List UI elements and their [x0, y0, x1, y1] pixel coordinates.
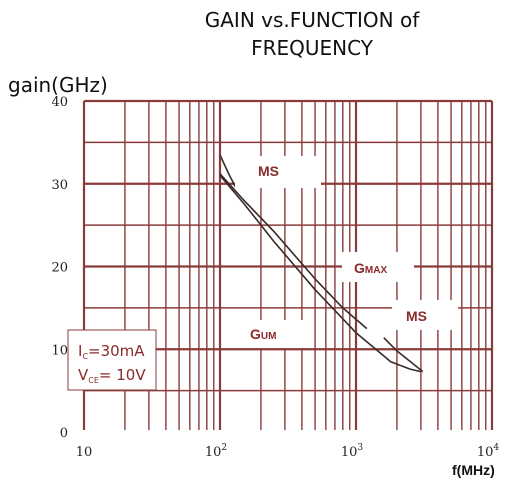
y-tick-label: 10: [51, 343, 68, 358]
curves: [219, 154, 424, 373]
label-gmax-sub: MAX: [365, 265, 388, 276]
x-tick-label: 102: [205, 443, 227, 460]
label-ms-upper-text: MS: [258, 163, 279, 179]
y-tick-label: 30: [51, 178, 68, 193]
chart-title-line2: FREQUENCY: [251, 36, 374, 60]
x-axis-label: f(MHz): [452, 462, 495, 478]
condition-ic: IC=30mA: [78, 342, 145, 361]
condition-ic-sub: C: [82, 352, 88, 361]
conditions-box: IC=30mA VCE= 10V: [67, 329, 157, 391]
label-gum: GUM: [230, 320, 306, 348]
label-ms-lower-text: MS: [406, 308, 427, 324]
y-tick-label: 0: [60, 426, 68, 441]
label-gmax: GMAX: [342, 252, 414, 282]
y-tick-label: 20: [51, 261, 68, 276]
y-axis-label: gain(GHz): [8, 73, 108, 97]
condition-vce: VCE= 10V: [78, 366, 146, 385]
label-ms-upper: MS: [235, 156, 321, 188]
chart-title-line1: GAIN vs.FUNCTION of: [205, 8, 420, 32]
condition-vce-sub: CE: [88, 376, 99, 385]
x-tick-label: 104: [477, 443, 500, 460]
tick-labels: 0 10 20 30 40 10 102 103 104: [51, 95, 499, 460]
series-line-3: [219, 174, 422, 373]
y-tick-label: 40: [51, 95, 68, 110]
label-gum-text: GUM: [250, 326, 276, 342]
label-ms-lower: MS: [392, 300, 458, 330]
label-gum-sub: UM: [261, 331, 277, 342]
series-line-1: [219, 154, 237, 188]
x-tick-label: 10: [76, 445, 93, 460]
series-line-4: [383, 337, 424, 373]
series-line-2: [219, 173, 368, 330]
x-tick-label: 103: [341, 443, 364, 460]
label-gmax-text: GMAX: [354, 260, 387, 276]
